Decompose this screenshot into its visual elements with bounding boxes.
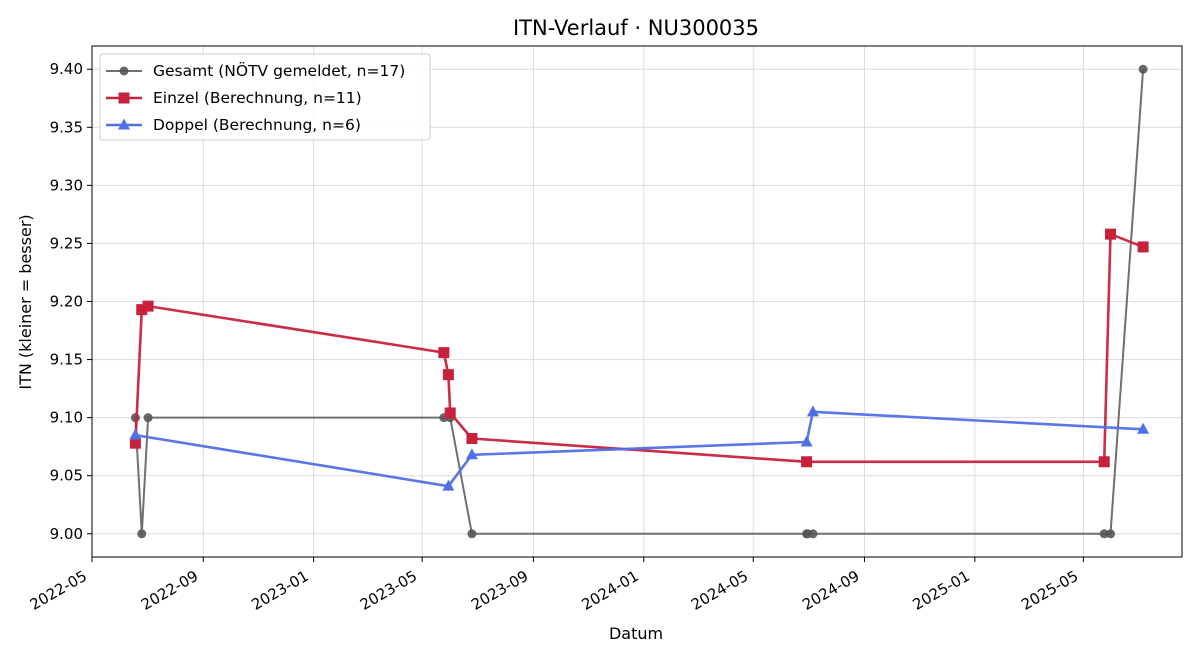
data-point-gesamt [1138,64,1148,74]
legend-item-einzel: Einzel (Berechnung, n=11) [106,89,362,107]
data-point-einzel [129,437,141,449]
series-einzel [129,228,1149,468]
data-point-doppel [1137,422,1150,434]
data-point-einzel [466,433,478,445]
legend-marker-einzel [118,92,130,104]
data-point-einzel [444,407,456,419]
data-point-gesamt [467,529,477,539]
data-point-einzel [1105,228,1117,240]
data-point-einzel [142,300,154,312]
y-tick-label: 9.30 [50,176,83,194]
data-point-gesamt [808,529,818,539]
legend-label-doppel: Doppel (Berechnung, n=6) [153,116,361,134]
legend-item-doppel: Doppel (Berechnung, n=6) [106,116,361,134]
data-point-einzel [801,456,813,468]
chart-title: ITN-Verlauf · NU300035 [513,16,759,40]
data-point-doppel [806,405,819,417]
data-point-gesamt [137,529,147,539]
series-line-doppel [135,410,1144,488]
data-point-gesamt [1106,529,1116,539]
y-tick-label: 9.40 [50,60,83,78]
y-tick-label: 9.35 [50,118,83,136]
data-point-einzel [438,347,450,359]
legend-marker-gesamt [119,66,129,76]
data-point-gesamt [143,413,153,423]
data-point-einzel [442,369,454,381]
series-doppel [129,405,1150,491]
data-point-einzel [1098,456,1110,468]
series [129,64,1150,539]
legend-label-gesamt: Gesamt (NÖTV gemeldet, n=17) [153,61,405,80]
legend-box [99,53,431,141]
y-tick-label: 9.20 [50,293,83,311]
y-tick-label: 9.00 [50,525,83,543]
y-axis-label: ITN (kleiner = besser) [16,214,35,389]
y-tick-label: 9.15 [50,351,83,369]
data-point-doppel [129,428,142,440]
x-axis-label: Datum [609,624,663,643]
y-tick-label: 9.05 [50,467,83,485]
y-axis-ticks: 9.00 9.05 9.10 9.15 9.20 9.25 9.30 9.35 9.40 [50,60,92,543]
legend-marker-doppel [118,118,130,130]
data-point-einzel [136,304,148,316]
data-point-doppel [800,435,813,447]
y-tick-label: 9.25 [50,234,83,252]
legend: Gesamt (NÖTV gemeldet, n=17) Einzel (Bere… [99,53,431,141]
data-point-gesamt [1099,529,1109,539]
y-tick-label: 9.10 [50,409,83,427]
legend-label-einzel: Einzel (Berechnung, n=11) [153,89,362,107]
data-point-einzel [1137,241,1149,253]
legend-item-gesamt: Gesamt (NÖTV gemeldet, n=17) [106,61,405,80]
data-point-doppel [442,479,455,491]
data-point-doppel [465,448,478,460]
